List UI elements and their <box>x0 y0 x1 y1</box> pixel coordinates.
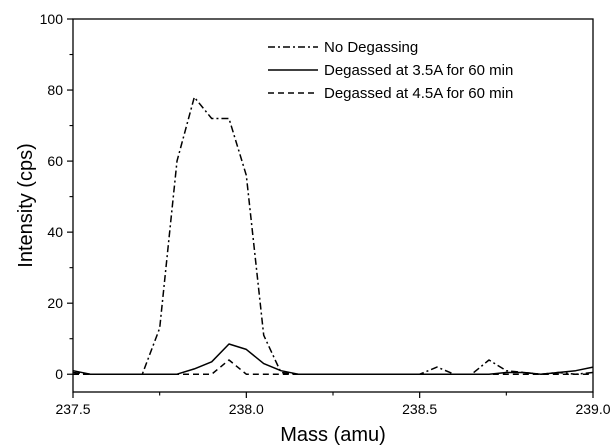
y-tick-label: 60 <box>47 153 63 169</box>
y-tick-label: 20 <box>47 295 63 311</box>
series-layer <box>72 96 594 375</box>
y-tick-label: 100 <box>40 11 64 27</box>
y-tick-label: 80 <box>47 82 63 98</box>
series-line-3 <box>73 359 593 375</box>
y-tick-label: 0 <box>55 366 63 382</box>
x-tick-label: 238.5 <box>402 401 437 417</box>
legend-label: No Degassing <box>324 39 418 56</box>
x-axis-title: Mass (amu) <box>280 424 386 446</box>
legend: No Degassing Degassed at 3.5A for 60 min D… <box>268 39 513 102</box>
x-tick-label: 239.0 <box>575 401 610 417</box>
y-tick-label: 40 <box>47 224 63 240</box>
legend-label: Degassed at 3.5A for 60 min <box>324 62 513 79</box>
y-axis-title: Intensity (cps) <box>15 143 37 267</box>
x-tick-label: 237.5 <box>55 401 90 417</box>
legend-label: Degassed at 4.5A for 60 min <box>324 85 513 102</box>
series-line-2 <box>72 343 594 375</box>
series-line-1 <box>72 96 594 375</box>
axes: 237.5 238.0 238.5 239.0 0 20 40 60 80 100 <box>40 11 611 417</box>
x-tick-label: 238.0 <box>229 401 264 417</box>
